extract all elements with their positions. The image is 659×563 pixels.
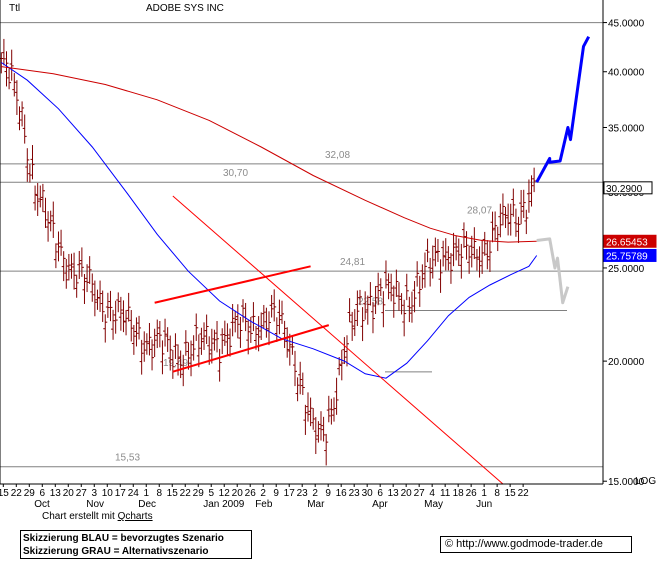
x-day-label: 1	[481, 488, 487, 499]
scenario-sketches	[535, 35, 591, 305]
ma-short-line	[1, 62, 538, 379]
channel-lower	[172, 324, 330, 373]
scenario-legend: Skizzierung BLAU = bevorzugtes Szenario …	[20, 530, 252, 559]
x-day-label: 15	[167, 488, 179, 499]
x-day-label: 20	[401, 488, 413, 499]
legend-blue-line: Skizzierung BLAU = bevorzugtes Szenario	[23, 533, 224, 544]
x-day-label: 23	[297, 488, 309, 499]
y-tick-label: 45.0000	[608, 19, 645, 30]
qcharts-link[interactable]: Qcharts	[117, 511, 153, 522]
level-label: 15,53	[115, 453, 140, 464]
x-day-label: 16	[336, 488, 348, 499]
descending-line	[172, 195, 504, 485]
x-day-label: 26	[466, 488, 478, 499]
x-month-label: Feb	[255, 499, 273, 510]
x-day-label: 2	[260, 488, 266, 499]
level-label: 32,08	[325, 150, 350, 161]
channel-upper	[154, 265, 311, 304]
x-day-label: 9	[325, 488, 331, 499]
scale-mode-label: LOG	[635, 476, 656, 487]
price-bars	[0, 38, 537, 466]
x-day-label: 10	[102, 488, 114, 499]
source-url[interactable]: http://www.godmode-trader.de	[456, 538, 603, 550]
symbol-label: Ttl	[9, 3, 20, 14]
x-day-label: 18	[453, 488, 465, 499]
x-month-label: May	[424, 499, 443, 510]
x-day-label: 12	[219, 488, 231, 499]
x-day-label: 22	[180, 488, 192, 499]
x-day-label: 8	[494, 488, 500, 499]
x-day-label: 26	[245, 488, 257, 499]
last-value-price: 30.2900	[606, 184, 643, 195]
x-day-label: 6	[377, 488, 383, 499]
last-value-box-ma_short	[603, 248, 657, 262]
legend-gray-line: Skizzierung GRAU = Alternativszenario	[23, 546, 209, 557]
x-month-label: Oct	[34, 499, 50, 510]
trend-lines	[154, 195, 504, 485]
chart-credit: Chart erstellt mit Qcharts	[42, 511, 153, 522]
x-day-label: 13	[50, 488, 62, 499]
last-value-box-ma_long	[603, 234, 657, 248]
x-day-label: 17	[284, 488, 296, 499]
x-day-label: 24	[128, 488, 140, 499]
x-day-label: 3	[91, 488, 97, 499]
y-tick-label: 35.0000	[608, 123, 645, 134]
credit-prefix: Chart erstellt mit	[42, 511, 115, 522]
x-day-label: 30	[362, 488, 374, 499]
y-tick-label: 20.0000	[608, 357, 645, 368]
x-day-label: 15	[505, 488, 517, 499]
x-month-label: Mar	[307, 499, 325, 510]
x-day-label: 6	[40, 488, 46, 499]
x-day-label: 4	[429, 488, 435, 499]
chart-header: Ttl ADOBE SYS INC	[9, 3, 224, 14]
scenario-gray	[536, 237, 570, 305]
x-month-label: Nov	[86, 499, 104, 510]
x-day-label: 23	[349, 488, 361, 499]
x-day-label: 11	[440, 488, 451, 499]
level-label: 19,49	[163, 358, 188, 369]
x-day-label: 17	[115, 488, 127, 499]
x-day-label: 9	[273, 488, 279, 499]
axis-labels: 15.000020.000025.000030.000035.000040.00…	[0, 19, 657, 510]
x-day-label: 29	[24, 488, 36, 499]
last-value-ma_long: 26.65453	[606, 237, 648, 248]
x-month-label: Dec	[138, 499, 156, 510]
copyright-icon: ©	[445, 538, 454, 550]
x-day-label: 5	[208, 488, 214, 499]
last-value-ma_short: 25.75789	[606, 251, 648, 262]
x-day-label: 20	[63, 488, 75, 499]
company-title: ADOBE SYS INC	[146, 3, 224, 14]
x-day-label: 29	[193, 488, 205, 499]
x-day-label: 22	[518, 488, 530, 499]
x-day-label: 22	[11, 488, 23, 499]
x-day-label: 27	[414, 488, 426, 499]
scenario-blue	[535, 35, 591, 183]
y-tick-label: 15.0000	[608, 477, 645, 488]
level-label: 30,70	[223, 168, 248, 179]
x-day-label: 20	[232, 488, 244, 499]
last-value-box-price	[603, 181, 653, 195]
level-label: 24,81	[340, 257, 365, 268]
level-label: 28,07	[467, 206, 492, 217]
moving-averages	[1, 62, 538, 379]
x-month-label: Apr	[372, 499, 388, 510]
y-tick-label: 40.0000	[608, 68, 645, 79]
x-day-label: 1	[143, 488, 149, 499]
x-day-label: 13	[388, 488, 400, 499]
x-month-label: Jan 2009	[203, 499, 245, 510]
ma-long-line	[1, 66, 537, 243]
y-tick-label: 25.0000	[608, 264, 645, 275]
x-day-label: 15	[0, 488, 9, 499]
x-day-label: 27	[76, 488, 88, 499]
chart-frame	[0, 0, 604, 485]
x-day-label: 2	[312, 488, 318, 499]
x-month-label: Jun	[476, 499, 492, 510]
x-day-label: 8	[156, 488, 162, 499]
source-url-box[interactable]: © http://www.godmode-trader.de	[440, 536, 632, 553]
